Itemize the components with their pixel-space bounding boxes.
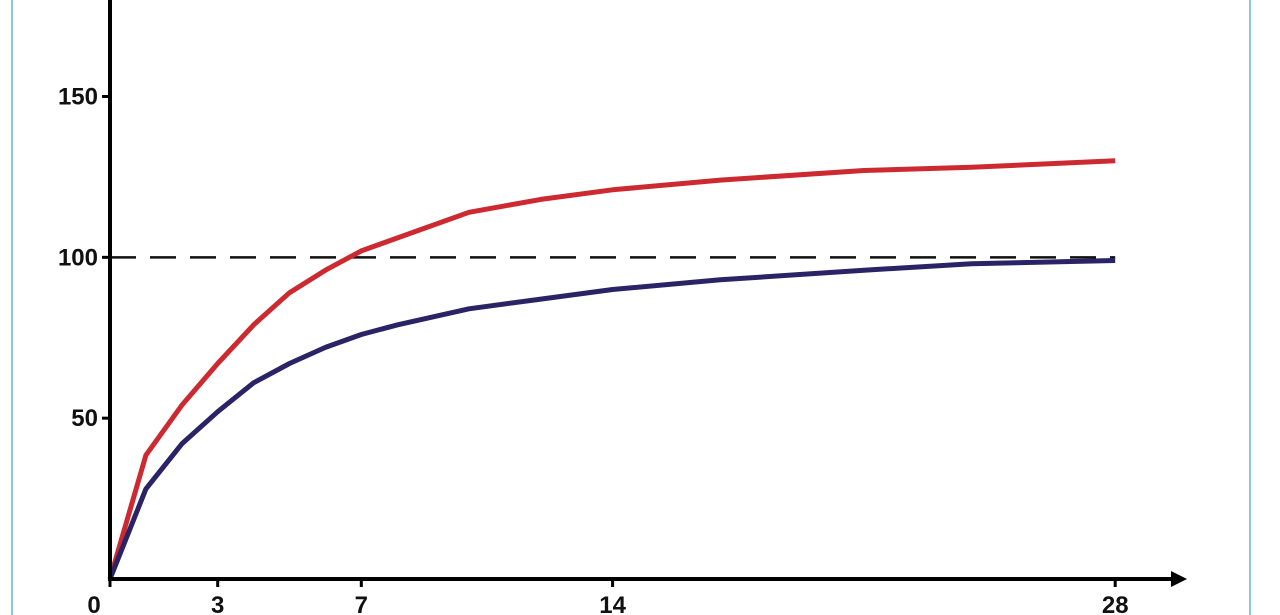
plot-area: 50 100 150 0 3 7 14 28 <box>58 0 1187 615</box>
x-tick-label: 7 <box>355 592 368 615</box>
x-tick-label: 14 <box>599 592 626 615</box>
y-tick-label: 150 <box>58 84 98 111</box>
series-line <box>107 258 1116 580</box>
frame <box>11 0 1251 615</box>
x-tick-label: 28 <box>1102 592 1129 615</box>
y-tick-label: 100 <box>58 244 98 271</box>
x-tick-label: 3 <box>211 592 224 615</box>
x-tick-label: 0 <box>87 592 100 615</box>
series-line <box>107 158 1116 580</box>
y-tick-label: 50 <box>71 405 98 432</box>
x-axis-arrow <box>1171 571 1187 587</box>
